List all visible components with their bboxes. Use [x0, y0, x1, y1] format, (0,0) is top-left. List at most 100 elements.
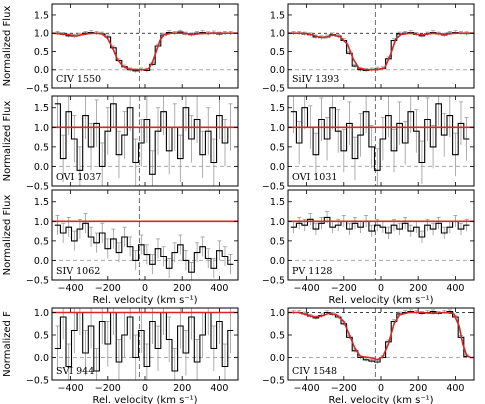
- y-tick-label: −0.5: [262, 376, 285, 387]
- ion-label: OVI 1037: [56, 172, 101, 183]
- panel-0: −0.5 0.0 0.5 1.0 1.5 CIV 1550 Normalized Flux: [2, 3, 239, 95]
- y-tick-label: 0.0: [270, 162, 285, 173]
- spectrum-line: [290, 311, 470, 363]
- ion-label: SiIV 1393: [292, 74, 339, 85]
- x-tick-label: 0: [142, 383, 148, 394]
- y-tick-label: 1.0: [34, 123, 49, 134]
- y-tick-label: −0.5: [262, 182, 285, 193]
- x-tick-label: −400: [294, 383, 320, 394]
- y-tick-label: 1.0: [270, 217, 285, 228]
- spectrum-line: [54, 311, 234, 372]
- y-axis-label: Normalized Flux: [2, 101, 13, 182]
- x-tick-label: 0: [378, 283, 384, 294]
- y-tick-label: −0.5: [26, 84, 49, 95]
- ion-label: OVI 1031: [292, 172, 337, 183]
- panel-plot-area: [52, 308, 238, 380]
- ion-label: CIV 1550: [56, 74, 101, 85]
- y-axis-label: Normalized Flux: [2, 195, 13, 276]
- x-tick-label: −400: [58, 283, 84, 294]
- y-tick-label: 1.5: [270, 103, 285, 114]
- y-tick-label: 1.5: [34, 197, 49, 208]
- panel-6: −0.5 0.0 0.5 1.0 −400 −200 0 200 400 SVI 944 Rel. …: [2, 307, 239, 404]
- spectrum-line: [54, 103, 234, 175]
- spectrum-line: [290, 216, 470, 238]
- panel-plot-area: [288, 96, 474, 186]
- y-tick-label: 1.0: [34, 29, 49, 40]
- y-tick-label: 0.0: [34, 353, 49, 364]
- x-tick-label: 400: [210, 383, 228, 394]
- x-tick-label: 400: [210, 283, 228, 294]
- y-tick-label: 0.5: [270, 331, 285, 342]
- y-tick-label: 0.0: [270, 353, 285, 364]
- y-tick-label: 0.0: [34, 162, 49, 173]
- y-tick-label: −0.5: [26, 182, 49, 193]
- panel-5: −0.5 0.0 0.5 1.0 1.5 −400 −200 0 200 400 PV 1128 Re…: [262, 189, 475, 306]
- model-fit-line: [288, 32, 474, 71]
- y-tick-label: 0.5: [270, 236, 285, 247]
- y-tick-label: 1.5: [270, 10, 285, 21]
- panel-plot-area: [288, 308, 474, 380]
- x-tick-label: 200: [409, 383, 427, 394]
- y-tick-label: 0.0: [270, 65, 285, 76]
- y-tick-label: 1.5: [34, 10, 49, 21]
- spectrum-line: [290, 31, 470, 72]
- x-tick-label: −200: [95, 383, 121, 394]
- y-tick-label: 0.0: [34, 65, 49, 76]
- y-tick-label: 1.0: [34, 308, 49, 319]
- panel-plot-area: [288, 4, 474, 88]
- x-tick-label: 0: [378, 383, 384, 394]
- y-tick-label: 0.5: [270, 142, 285, 153]
- y-tick-label: 1.5: [34, 103, 49, 114]
- y-tick-label: 0.5: [34, 142, 49, 153]
- y-axis-label: Normalized Flux: [2, 6, 13, 87]
- panel-1: −0.5 0.0 0.5 1.0 1.5 SiIV 1393: [262, 3, 475, 95]
- y-tick-label: 1.0: [270, 123, 285, 134]
- model-fit-line: [288, 311, 474, 361]
- x-tick-label: 200: [173, 283, 191, 294]
- panel-7: −0.5 0.0 0.5 1.0 −400 −200 0 200 400 CIV 1548 Rel.…: [262, 307, 475, 404]
- y-tick-label: 1.0: [270, 308, 285, 319]
- x-axis-label: Rel. velocity (km s⁻¹): [328, 295, 433, 306]
- x-axis-label: Rel. velocity (km s⁻¹): [92, 295, 197, 306]
- panel-plot-area: [52, 4, 238, 88]
- y-axis-label: Normalized F: [2, 311, 13, 377]
- x-tick-label: −200: [331, 383, 357, 394]
- y-tick-label: 0.5: [34, 47, 49, 58]
- panel-plot-area: [52, 190, 238, 280]
- x-tick-label: 400: [446, 283, 464, 294]
- y-tick-label: −0.5: [26, 376, 49, 387]
- y-tick-label: 0.5: [270, 47, 285, 58]
- x-tick-label: 200: [409, 283, 427, 294]
- x-axis-label: Rel. velocity (km s⁻¹): [92, 395, 197, 404]
- panel-4: −0.5 0.0 0.5 1.0 1.5 −400 −200 0 200 400 SIV 1062 R…: [2, 189, 239, 306]
- y-tick-label: −0.5: [262, 84, 285, 95]
- y-tick-label: −0.5: [26, 276, 49, 287]
- x-tick-label: 400: [446, 383, 464, 394]
- x-tick-label: −200: [331, 283, 357, 294]
- model-fit-line: [52, 32, 238, 71]
- x-tick-label: 0: [142, 283, 148, 294]
- spectrum-line: [54, 31, 234, 72]
- panel-2: −0.5 0.0 0.5 1.0 1.5 OVI 1037 Normalized Flux: [2, 95, 239, 193]
- y-tick-label: 1.5: [270, 197, 285, 208]
- x-tick-label: 200: [173, 383, 191, 394]
- y-tick-label: 1.0: [270, 29, 285, 40]
- x-axis-label: Rel. velocity (km s⁻¹): [328, 395, 433, 404]
- x-tick-label: −400: [58, 383, 84, 394]
- ion-label: SIV 1062: [56, 266, 100, 277]
- panel-plot-area: [288, 190, 474, 280]
- y-tick-label: 0.5: [34, 331, 49, 342]
- ion-label: CIV 1548: [292, 366, 337, 377]
- x-tick-label: −200: [95, 283, 121, 294]
- y-tick-label: 0.5: [34, 236, 49, 247]
- spectrum-line: [54, 222, 234, 273]
- ion-label: PV 1128: [292, 266, 332, 277]
- ion-label: SVI 944: [56, 366, 94, 377]
- panel-3: −0.5 0.0 0.5 1.0 1.5 OVI 1031: [262, 95, 475, 193]
- y-tick-label: 0.0: [34, 256, 49, 267]
- x-tick-label: −400: [294, 283, 320, 294]
- panel-plot-area: [52, 96, 238, 186]
- y-tick-label: −0.5: [262, 276, 285, 287]
- spectrum-line: [290, 103, 470, 171]
